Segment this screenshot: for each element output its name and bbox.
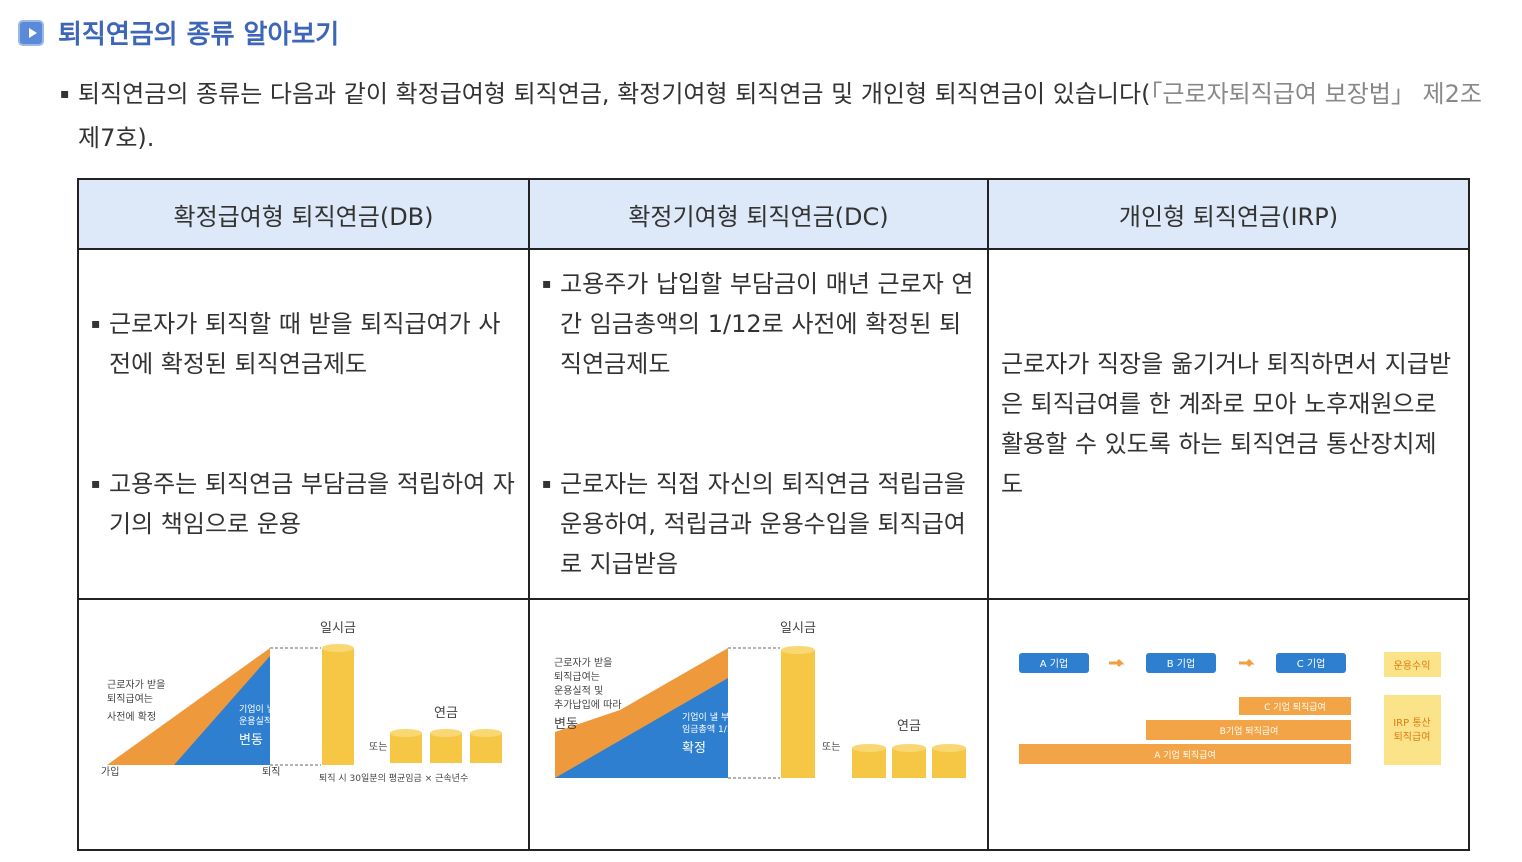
cell: 일시금 연금 또는 근로자가 받을 퇴직급여는 운용실적 및 추가납입에 따라 … <box>528 598 989 851</box>
paragraph: 근로자가 직장을 옮기거나 퇴직하면서 지급받은 퇴직급여를 한 계좌로 모아 … <box>1001 350 1452 498</box>
label: 기업이 낼 부담금은 <box>239 703 311 715</box>
label: 퇴직 시 30일분의 평균임금 × 근속년수 <box>319 772 468 784</box>
label: 퇴직급여는 <box>107 693 153 705</box>
label: A 기업 <box>1040 657 1068 670</box>
dc-diagram: 일시금 연금 또는 근로자가 받을 퇴직급여는 운용실적 및 추가납입에 따라 … <box>554 621 966 779</box>
label: 운용실적에 따라 <box>239 715 301 727</box>
label: 연금 <box>897 719 921 734</box>
label: 변동 <box>554 717 578 732</box>
label: 근로자가 받을 <box>107 679 165 691</box>
cell: 고용주가 납입할 부담금이 매년 근로자 연간 임금총액의 1/12로 사전에 … <box>528 248 989 600</box>
label: 일시금 <box>320 621 356 636</box>
bullet: 근로자는 직접 자신의 퇴직연금 적립금을 운용하여, 적립금과 운용수입을 퇴… <box>542 464 975 584</box>
label: 가입 <box>101 765 119 778</box>
intro-rest: 제7호). <box>78 124 155 152</box>
cell: A 기업 B 기업 C 기업 운용수익 C 기업 퇴직급여 B기업 퇴직급여 A… <box>987 598 1470 851</box>
bullet: 근로자가 퇴직할 때 받을 퇴직급여가 사전에 확정된 퇴직연금제도 <box>91 304 516 384</box>
header: 확정급여형 퇴직연금(DB) <box>77 178 530 250</box>
label: 일시금 <box>780 621 816 636</box>
label: 사전에 확정 <box>107 711 156 723</box>
label: B기업 퇴직급여 <box>1220 725 1279 737</box>
label: 퇴직급여 <box>1394 731 1431 743</box>
db-diagram: 일시금 연금 또는 근로자가 받을 퇴직급여는 사전에 확정 기업이 낼 부담금… <box>101 621 502 784</box>
label: C 기업 퇴직급여 <box>1264 701 1326 713</box>
label: A 기업 퇴직급여 <box>1154 749 1216 761</box>
label: 또는 <box>822 741 840 753</box>
cell: 근로자가 퇴직할 때 받을 퇴직급여가 사전에 확정된 퇴직연금제도고용주는 퇴… <box>77 248 530 600</box>
label: 연금 <box>434 706 458 721</box>
label: 변동 <box>239 733 263 748</box>
label: 기업이 낼 부담금은 <box>682 711 754 723</box>
label: 임금총액 1/12 <box>682 723 738 735</box>
bullet: 고용주는 퇴직연금 부담금을 적립하여 자기의 책임으로 운용 <box>91 464 516 544</box>
heading: 퇴직연금의 종류 알아보기 <box>18 14 339 51</box>
label: 또는 <box>369 741 387 753</box>
heading-text: 퇴직연금의 종류 알아보기 <box>58 20 340 50</box>
intro-text: 퇴직연금의 종류는 다음과 같이 확정급여형 퇴직연금, 확정기여형 퇴직연금 … <box>78 80 1151 108</box>
label: 근로자가 받을 <box>554 657 612 669</box>
label: 운용실적 및 <box>554 685 603 697</box>
label: 운용수익 <box>1394 660 1431 672</box>
label: 퇴직 <box>262 766 280 778</box>
label: B 기업 <box>1167 657 1195 670</box>
irp-diagram: A 기업 B 기업 C 기업 운용수익 C 기업 퇴직급여 B기업 퇴직급여 A… <box>1019 652 1441 765</box>
label: C 기업 <box>1297 657 1326 670</box>
pension-table: 확정급여형 퇴직연금(DB) 확정기여형 퇴직연금(DC) 개인형 퇴직연금(I… <box>77 178 1470 851</box>
cell: 일시금 연금 또는 근로자가 받을 퇴직급여는 사전에 확정 기업이 낼 부담금… <box>77 598 530 851</box>
law-link[interactable]: 「근로자퇴직급여 보장법」 제2조 <box>1150 80 1482 108</box>
bullet: 고용주가 납입할 부담금이 매년 근로자 연간 임금총액의 1/12로 사전에 … <box>542 264 975 384</box>
header: 개인형 퇴직연금(IRP) <box>987 178 1470 250</box>
icon <box>18 19 44 46</box>
label: 퇴직급여는 <box>554 671 600 683</box>
header: 확정기여형 퇴직연금(DC) <box>528 178 989 250</box>
label: 추가납입에 따라 <box>554 698 622 711</box>
label: 확정 <box>682 741 706 756</box>
cell: 근로자가 직장을 옮기거나 퇴직하면서 지급받은 퇴직급여를 한 계좌로 모아 … <box>987 248 1470 600</box>
intro: 퇴직연금의 종류는 다음과 같이 확정급여형 퇴직연금, 확정기여형 퇴직연금 … <box>60 72 1498 160</box>
label: IRP 통산 <box>1393 717 1431 729</box>
